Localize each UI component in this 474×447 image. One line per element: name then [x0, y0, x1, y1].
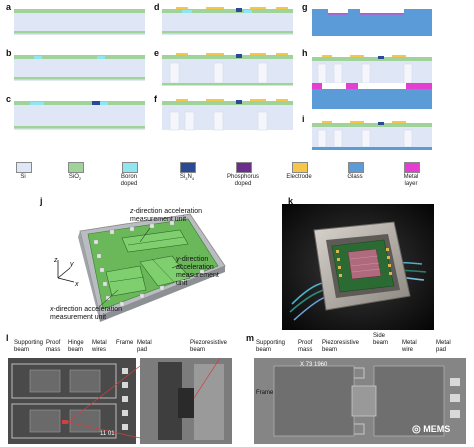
m-label-metal-wire: Metal wire: [402, 340, 417, 353]
m-label-proof-mass: Proof mass: [298, 340, 313, 353]
legend-swatch-sio2: [68, 162, 84, 173]
legend-label-sio2: SiO2: [68, 174, 82, 182]
m-label-metal-pad: Metal pad: [436, 340, 451, 353]
legend-label-si: Si: [20, 174, 26, 180]
l-label-frame: Frame: [116, 340, 134, 346]
legend-label-metal: Metal layer: [403, 174, 419, 187]
z-unit-label: z-direction acceleration measurement uni…: [130, 208, 202, 223]
panel-label-h: h: [302, 48, 308, 58]
process-step-e: [162, 53, 293, 86]
process-step-f: [162, 99, 293, 131]
m-label-supporting-beam: Supporting beam: [256, 340, 286, 353]
l-label-piezoresistive-beam: Piezoresistive beam: [190, 340, 228, 353]
l-label-supporting-beam: Supporting beam: [14, 340, 44, 353]
packaged-sensor-photo: [282, 204, 434, 330]
legend-label-si3n4: Si3N4: [179, 174, 195, 182]
panel-label-b: b: [6, 48, 12, 58]
panel-label-m: m: [246, 333, 255, 343]
sem-text-m: X 73 1960: [300, 362, 328, 368]
panel-label-j: j: [40, 196, 43, 206]
l-label-proof-mass: Proof mass: [46, 340, 61, 353]
legend-swatch-glass: [348, 162, 364, 173]
panel-label-c: c: [6, 94, 12, 104]
chip-3d-illustration: z y x: [53, 213, 226, 322]
legend-swatch-metal: [404, 162, 420, 173]
l-label-metal-wires: Metal wires: [92, 340, 107, 353]
legend-swatch-phosphorus: [236, 162, 252, 173]
legend-swatch-electrode: [292, 162, 308, 173]
panel-label-l: l: [6, 333, 9, 343]
process-step-d: [162, 7, 293, 35]
panel-label-e: e: [154, 48, 160, 58]
y-unit-label: y-direction acceleration measurement uni…: [176, 256, 219, 287]
legend-label-boron: Boron doped: [120, 174, 138, 187]
panel-label-f: f: [154, 94, 157, 104]
m-label-side-beam: Side beam: [373, 333, 389, 346]
process-step-h: [312, 55, 432, 109]
axis-label-y: y: [69, 261, 74, 268]
panel-label-i: i: [302, 114, 305, 124]
m-label-frame: Frame: [256, 390, 274, 396]
process-flow-diagram: [14, 7, 432, 150]
l-label-hinge-beam: Hinge beam: [68, 340, 84, 353]
legend-swatch-si: [16, 162, 32, 173]
process-step-i: [312, 121, 432, 150]
legend-swatch-boron: [122, 162, 138, 173]
wechat-icon: ◎: [412, 424, 421, 435]
panel-label-a: a: [6, 2, 12, 12]
watermark: ◎ MEMS: [412, 424, 451, 435]
process-step-c: [14, 101, 145, 130]
process-step-g: [312, 9, 432, 36]
legend-label-glass: Glass: [347, 174, 363, 180]
axis-label-x: x: [74, 281, 79, 288]
process-step-b: [14, 55, 145, 81]
sem-scalebar-l: 11 01: [100, 431, 115, 437]
panel-label-k: k: [288, 196, 294, 206]
material-legend: Si SiO2 Boron doped Si3N4 Phosphorus doped…: [0, 160, 474, 196]
sem-image-m: [254, 358, 466, 444]
axis-label-z: z: [53, 257, 58, 264]
panel-label-d: d: [154, 2, 160, 12]
legend-label-electrode: Electrode: [286, 174, 312, 180]
x-unit-label: x-direction acceleration measurement uni…: [50, 306, 122, 321]
m-label-piezoresistive-beam: Piezoresistive beam: [322, 340, 360, 353]
panel-label-g: g: [302, 2, 308, 12]
l-label-metal-pad: Metal pad: [137, 340, 152, 353]
process-step-a: [14, 9, 145, 35]
legend-swatch-si3n4: [180, 162, 196, 173]
sem-image-l: [8, 358, 232, 444]
legend-label-phosphorus: Phosphorus doped: [226, 174, 260, 187]
